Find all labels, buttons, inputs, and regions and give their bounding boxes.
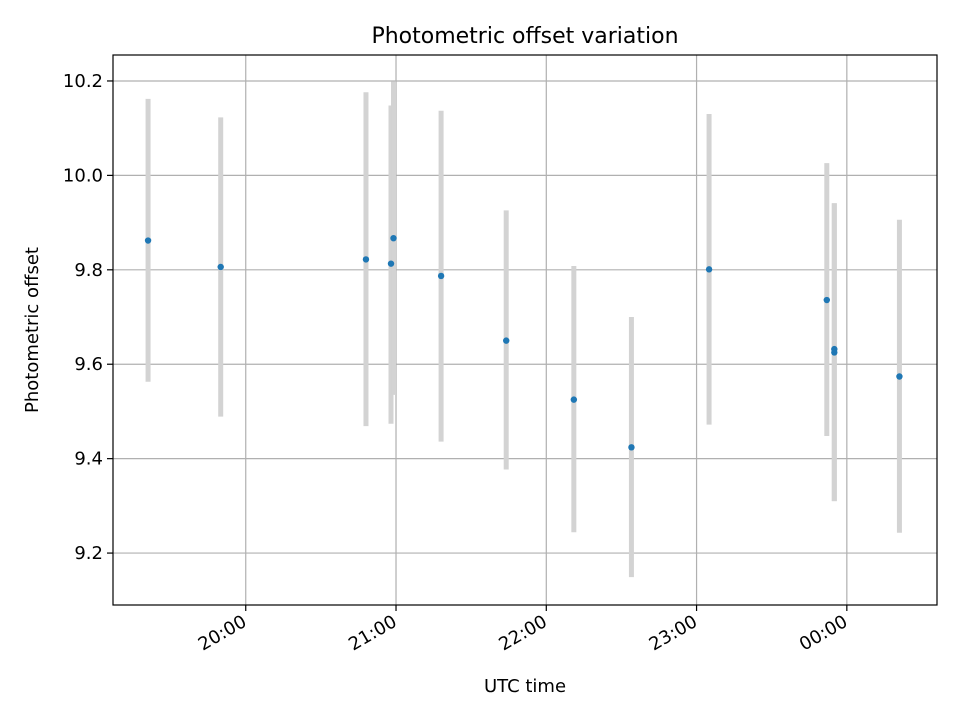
x-tick-label: 20:00 [195,611,250,655]
y-tick-label: 9.6 [74,354,103,375]
x-tick-label: 22:00 [495,611,550,655]
data-point [628,444,635,451]
y-axis-label: Photometric offset [22,247,43,413]
y-tick-label: 9.8 [74,260,103,281]
data-point [823,296,830,304]
x-tick-label: 00:00 [796,611,851,655]
data-point [437,272,445,280]
data-point [896,373,903,380]
data-point [831,349,838,356]
data-points [144,234,903,451]
y-tick-label: 10.0 [63,165,103,186]
x-axis-label: UTC time [484,676,566,697]
y-axis-ticks: 9.2 9.4 9.6 9.8 10.0 10.2 [63,71,113,564]
data-point [144,237,152,244]
y-tick-label: 9.4 [74,449,103,470]
data-point [503,337,510,344]
x-tick-label: 21:00 [345,611,400,655]
grid-lines [113,55,937,605]
data-point [570,396,578,403]
y-tick-label: 9.2 [74,543,103,564]
chart-title: Photometric offset variation [371,24,678,49]
plot-background [113,55,937,605]
x-tick-label: 23:00 [646,611,701,655]
data-point [362,256,370,263]
data-point [387,260,395,267]
data-point [390,234,397,242]
x-axis-ticks: 20:00 21:00 22:00 23:00 00:00 [195,605,851,655]
y-tick-label: 10.2 [63,71,103,92]
data-point [705,266,713,273]
plot-frame [112,54,938,606]
data-point [217,263,224,271]
